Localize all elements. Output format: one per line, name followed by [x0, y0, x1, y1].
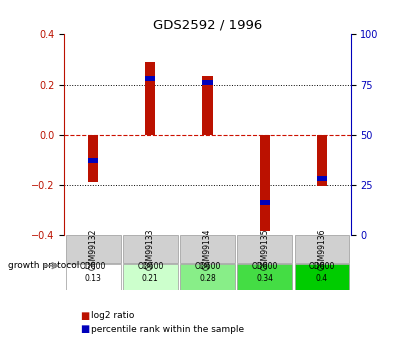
- Bar: [260, 135, 270, 231]
- Bar: [317, 135, 327, 186]
- Text: OD600
0.13: OD600 0.13: [80, 262, 106, 283]
- Bar: [145, 62, 156, 135]
- Title: GDS2592 / 1996: GDS2592 / 1996: [153, 19, 262, 32]
- Text: GSM99134: GSM99134: [203, 228, 212, 270]
- Text: OD600
0.28: OD600 0.28: [194, 262, 221, 283]
- Text: OD600
0.21: OD600 0.21: [137, 262, 164, 283]
- Bar: [123, 264, 178, 290]
- Bar: [237, 235, 292, 263]
- Bar: [202, 80, 213, 85]
- Bar: [317, 176, 327, 181]
- Bar: [66, 235, 120, 263]
- Bar: [237, 264, 292, 290]
- Text: growth protocol: growth protocol: [8, 261, 79, 270]
- Bar: [180, 235, 235, 263]
- Text: GSM99133: GSM99133: [146, 228, 155, 270]
- Bar: [145, 76, 156, 81]
- Bar: [295, 235, 349, 263]
- Bar: [88, 158, 98, 163]
- Bar: [202, 76, 213, 135]
- Text: GSM99135: GSM99135: [260, 228, 269, 270]
- Bar: [88, 135, 98, 182]
- Text: GSM99136: GSM99136: [318, 228, 326, 270]
- Bar: [123, 235, 178, 263]
- Bar: [180, 264, 235, 290]
- Text: GSM99132: GSM99132: [89, 228, 98, 270]
- Text: OD600
0.4: OD600 0.4: [309, 262, 335, 283]
- Bar: [66, 264, 120, 290]
- Text: OD600
0.34: OD600 0.34: [251, 262, 278, 283]
- Text: log2 ratio: log2 ratio: [91, 311, 134, 320]
- Text: ■: ■: [81, 325, 90, 334]
- Text: percentile rank within the sample: percentile rank within the sample: [91, 325, 244, 334]
- Text: ■: ■: [81, 311, 90, 321]
- Bar: [295, 264, 349, 290]
- Bar: [260, 200, 270, 205]
